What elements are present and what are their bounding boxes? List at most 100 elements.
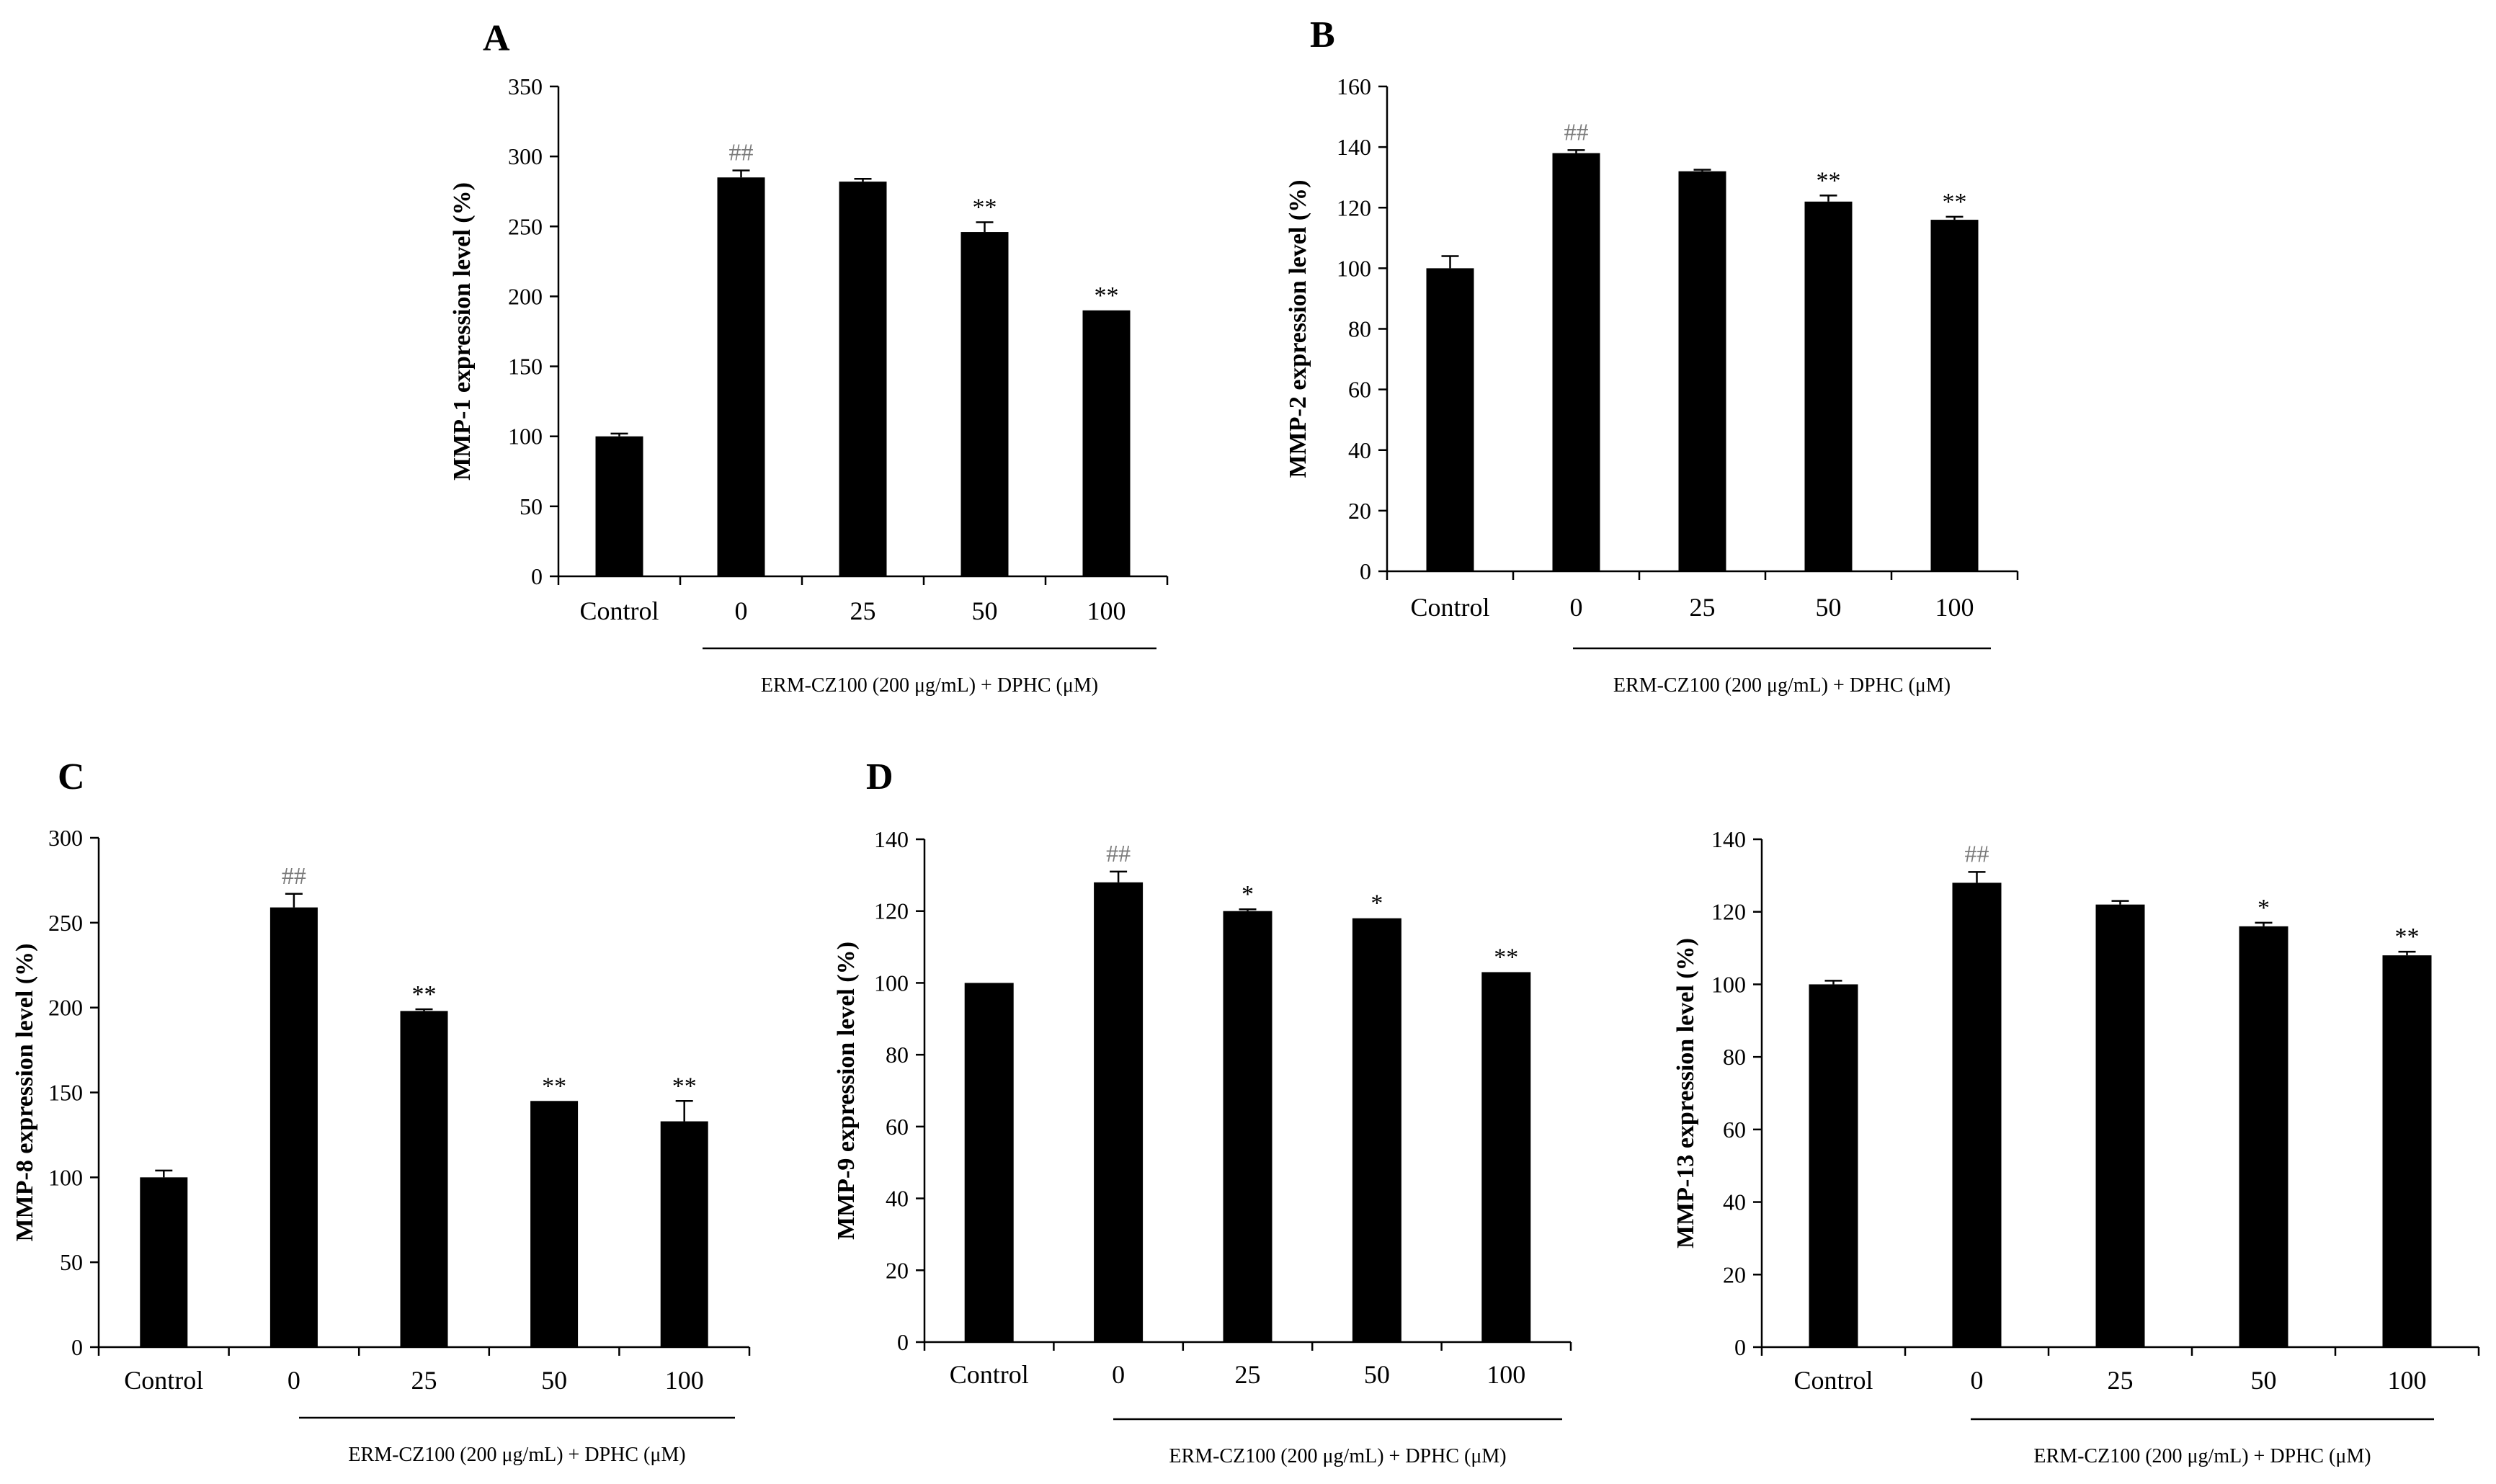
chart-panel-mmp13: 0 20 40 60 80 100 120 140 Control ## 0 25 * 50 ** 100 ER…: [1672, 826, 2480, 1467]
bar-0: [1952, 882, 2002, 1347]
y-tick-label: 20: [1723, 1261, 1746, 1287]
x-tick-label: 100: [665, 1366, 704, 1395]
y-tick-label: 20: [1348, 498, 1371, 524]
y-tick-label: 40: [1723, 1189, 1746, 1215]
significance-label: **: [412, 981, 437, 1008]
bar-control: [1809, 984, 1858, 1347]
y-tick-label: 140: [874, 826, 909, 852]
significance-label: *: [1242, 881, 1254, 908]
group-label: ERM-CZ100 (200 μg/mL) + DPHC (μM): [348, 1444, 685, 1466]
significance-label: **: [1817, 167, 1841, 194]
y-tick-label: 350: [508, 73, 543, 99]
bar-25: [1223, 911, 1272, 1342]
bar-control: [595, 436, 643, 576]
x-tick-label: 25: [411, 1366, 437, 1395]
y-tick-label: 150: [508, 354, 543, 380]
y-tick-label: 300: [508, 143, 543, 169]
significance-label: ##: [1564, 119, 1589, 146]
x-tick-label: 25: [1690, 593, 1716, 622]
x-tick-label: 50: [972, 596, 998, 625]
bar-control: [964, 983, 1014, 1342]
significance-label: ##: [1106, 841, 1131, 867]
chart-panel-b: B 0 20 40 60 80 100 120 140 160 Control ## 0 25 ** 50 **…: [1285, 14, 2019, 697]
bar-50: [530, 1101, 579, 1347]
bar-control: [140, 1177, 188, 1347]
y-tick-label: 50: [60, 1249, 83, 1275]
group-label: ERM-CZ100 (200 μg/mL) + DPHC (μM): [1169, 1445, 1506, 1467]
bar-100: [1082, 310, 1131, 576]
group-label: ERM-CZ100 (200 μg/mL) + DPHC (μM): [1613, 674, 1951, 697]
y-tick-label: 100: [508, 424, 543, 450]
y-tick-label: 0: [1734, 1334, 1746, 1360]
panel-letter: B: [1310, 14, 1335, 55]
y-tick-label: 100: [48, 1164, 83, 1190]
y-tick-label: 120: [874, 898, 909, 924]
x-tick-label: 0: [1570, 593, 1583, 622]
x-tick-label: Control: [124, 1366, 203, 1395]
group-label: ERM-CZ100 (200 μg/mL) + DPHC (μM): [761, 674, 1098, 697]
y-tick-label: 100: [1337, 255, 1371, 281]
x-tick-label: 0: [1112, 1360, 1125, 1389]
bar-control: [1426, 268, 1474, 571]
x-tick-label: 25: [2108, 1366, 2134, 1395]
x-tick-label: 50: [2251, 1366, 2277, 1395]
y-tick-label: 120: [1337, 195, 1371, 220]
group-label: ERM-CZ100 (200 μg/mL) + DPHC (μM): [2033, 1445, 2371, 1467]
bar-100: [2382, 955, 2432, 1347]
y-axis-title: MMP-1 expression level (%): [449, 182, 476, 480]
y-tick-label: 80: [1348, 316, 1371, 342]
y-axis-title: MMP-13 expression level (%): [1672, 938, 1699, 1248]
significance-label: **: [2395, 924, 2420, 950]
x-tick-label: Control: [950, 1360, 1029, 1389]
y-tick-label: 20: [886, 1257, 909, 1283]
bar-50: [960, 232, 1009, 576]
x-tick-label: 0: [735, 596, 748, 625]
y-axis-title: MMP-9 expression level (%): [833, 942, 860, 1240]
chart-panel-c: C 0 50 100 150 200 250 300 Control ## 0 ** 25 ** 50 ** 1…: [12, 756, 751, 1466]
panel-letter: D: [866, 756, 893, 797]
y-tick-label: 100: [874, 970, 909, 996]
y-tick-label: 160: [1337, 73, 1371, 99]
bar-0: [717, 177, 765, 577]
significance-label: ##: [729, 140, 754, 166]
significance-label: **: [542, 1073, 566, 1099]
bar-0: [1552, 153, 1600, 572]
significance-label: **: [1095, 282, 1119, 309]
x-tick-label: Control: [1793, 1366, 1873, 1395]
y-tick-label: 80: [886, 1042, 909, 1068]
x-tick-label: 25: [1235, 1360, 1261, 1389]
y-tick-label: 140: [1711, 826, 1746, 852]
y-tick-label: 140: [1337, 134, 1371, 160]
y-tick-label: 40: [1348, 437, 1371, 463]
x-tick-label: 100: [1935, 593, 1974, 622]
panel-letter: C: [58, 756, 85, 797]
y-tick-label: 60: [1723, 1117, 1746, 1143]
x-tick-label: 50: [1816, 593, 1842, 622]
panel-letter: A: [483, 18, 510, 59]
y-tick-label: 150: [48, 1080, 83, 1106]
significance-label: **: [672, 1073, 697, 1099]
chart-panel-d: D 0 20 40 60 80 100 120 140 Control ## 0 * 25 * 50 ** 100…: [833, 756, 1572, 1467]
y-tick-label: 50: [520, 493, 543, 519]
chart-panel-a: A 0 50 100 150 200 250 300 350 Control ## 0 25 ** 50 **…: [449, 18, 1169, 697]
bar-25: [2095, 904, 2145, 1347]
bar-100: [660, 1121, 708, 1347]
bar-25: [1678, 171, 1726, 571]
bar-100: [1481, 972, 1531, 1342]
significance-label: ##: [1965, 841, 1989, 867]
x-tick-label: Control: [579, 596, 659, 625]
significance-label: **: [973, 194, 997, 220]
y-tick-label: 200: [508, 283, 543, 309]
y-tick-label: 60: [1348, 377, 1371, 403]
y-tick-label: 0: [1360, 558, 1371, 584]
bar-50: [2239, 926, 2288, 1347]
y-axis-title: MMP-2 expression level (%): [1285, 180, 1311, 478]
significance-label: **: [1494, 944, 1518, 970]
y-tick-label: 0: [71, 1334, 83, 1360]
bar-25: [400, 1011, 448, 1347]
y-tick-label: 80: [1723, 1044, 1746, 1070]
x-tick-label: 0: [288, 1366, 300, 1395]
y-tick-label: 300: [48, 825, 83, 851]
y-tick-label: 100: [1711, 971, 1746, 997]
